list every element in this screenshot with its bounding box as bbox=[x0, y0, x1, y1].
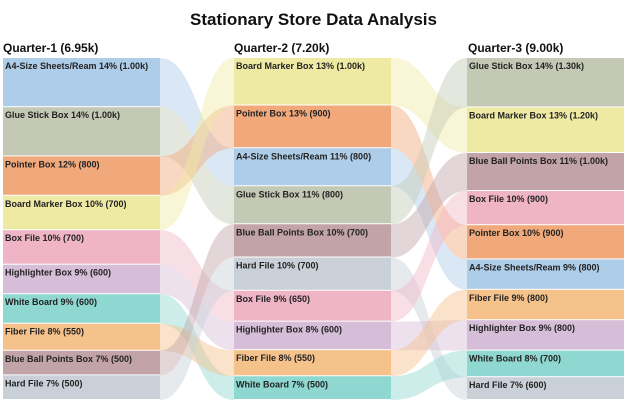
node-label-box-file-quarter-2: Box File 9% (650) bbox=[236, 294, 310, 304]
node-label-pointer-box-quarter-3: Pointer Box 10% (900) bbox=[469, 228, 564, 238]
node-label-highlighter-box-quarter-1: Highlighter Box 9% (600) bbox=[5, 268, 111, 278]
node-label-a4-size-sheets-ream-quarter-2: A4-Size Sheets/Ream 11% (800) bbox=[236, 151, 371, 161]
node-hard-file-quarter-3 bbox=[467, 377, 624, 399]
node-label-pointer-box-quarter-1: Pointer Box 12% (800) bbox=[5, 159, 100, 169]
stage-header-quarter-3: Quarter-3 (9.00k) bbox=[468, 41, 564, 55]
link-blue-ball-points-box-q1-to-q2 bbox=[160, 224, 234, 376]
link-pointer-box-q1-to-q2 bbox=[160, 105, 234, 196]
node-label-glue-stick-box-quarter-3: Glue Stick Box 14% (1.30k) bbox=[469, 61, 584, 71]
node-label-white-board-quarter-2: White Board 7% (500) bbox=[236, 379, 328, 389]
node-label-white-board-quarter-3: White Board 8% (700) bbox=[469, 354, 561, 364]
node-label-blue-ball-points-box-quarter-2: Blue Ball Points Box 10% (700) bbox=[236, 227, 368, 237]
node-label-a4-size-sheets-ream-quarter-3: A4-Size Sheets/Ream 9% (800) bbox=[469, 262, 600, 272]
chart-title: Stationary Store Data Analysis bbox=[190, 10, 437, 29]
node-blue-ball-points-box-quarter-3 bbox=[467, 153, 624, 190]
node-white-board-quarter-3 bbox=[467, 350, 624, 377]
node-glue-stick-box-quarter-1 bbox=[3, 107, 160, 156]
node-label-board-marker-box-quarter-3: Board Marker Box 13% (1.20k) bbox=[469, 110, 598, 120]
link-highlighter-box-q2-to-q3 bbox=[391, 320, 467, 351]
node-label-a4-size-sheets-ream-quarter-1: A4-Size Sheets/Ream 14% (1.00k) bbox=[5, 61, 148, 71]
link-board-marker-box-q1-to-q2 bbox=[160, 58, 234, 231]
link-a4-size-sheets-ream-q1-to-q2 bbox=[160, 58, 234, 187]
link-box-file-q2-to-q3 bbox=[391, 191, 467, 322]
node-box-file-quarter-2 bbox=[234, 290, 391, 321]
node-label-glue-stick-box-quarter-1: Glue Stick Box 14% (1.00k) bbox=[5, 110, 120, 120]
node-board-marker-box-quarter-3 bbox=[467, 107, 624, 152]
node-hard-file-quarter-1 bbox=[3, 375, 160, 399]
node-a4-size-sheets-ream-quarter-2 bbox=[234, 148, 391, 186]
node-label-highlighter-box-quarter-2: Highlighter Box 8% (600) bbox=[236, 325, 342, 335]
link-box-file-q1-to-q2 bbox=[160, 230, 234, 322]
link-board-marker-box-q2-to-q3 bbox=[391, 58, 467, 153]
stage-quarter-3-nodes: Glue Stick Box 14% (1.30k) Board Marker B… bbox=[467, 58, 624, 399]
stage-header-quarter-2: Quarter-2 (7.20k) bbox=[234, 41, 330, 55]
node-highlighter-box-quarter-3 bbox=[467, 320, 624, 350]
node-blue-ball-points-box-quarter-2 bbox=[234, 224, 391, 257]
node-white-board-quarter-1 bbox=[3, 294, 160, 323]
link-glue-stick-box-q2-to-q3 bbox=[391, 58, 467, 225]
stage-header-quarter-1: Quarter-1 (6.95k) bbox=[3, 41, 99, 55]
node-a4-size-sheets-ream-quarter-3 bbox=[467, 259, 624, 289]
node-blue-ball-points-box-quarter-1 bbox=[3, 350, 160, 375]
node-highlighter-box-quarter-1 bbox=[3, 264, 160, 294]
node-label-highlighter-box-quarter-3: Highlighter Box 9% (800) bbox=[469, 323, 575, 333]
node-fiber-file-quarter-2 bbox=[234, 350, 391, 376]
node-label-blue-ball-points-box-quarter-3: Blue Ball Points Box 11% (1.00k) bbox=[469, 156, 608, 166]
node-box-file-quarter-1 bbox=[3, 230, 160, 264]
stage-quarter-2-nodes: Board Marker Box 13% (1.00k) Pointer Box … bbox=[234, 58, 391, 399]
node-a4-size-sheets-ream-quarter-1 bbox=[3, 58, 160, 107]
node-label-box-file-quarter-1: Box File 10% (700) bbox=[5, 233, 84, 243]
node-highlighter-box-quarter-2 bbox=[234, 321, 391, 350]
link-hard-file-q1-to-q2 bbox=[160, 257, 234, 400]
link-pointer-box-q2-to-q3 bbox=[391, 105, 467, 260]
node-label-hard-file-quarter-3: Hard File 7% (600) bbox=[469, 380, 547, 390]
node-label-fiber-file-quarter-2: Fiber File 8% (550) bbox=[236, 353, 315, 363]
node-label-box-file-quarter-3: Box File 10% (900) bbox=[469, 194, 548, 204]
node-label-board-marker-box-quarter-1: Board Marker Box 10% (700) bbox=[5, 199, 127, 209]
node-label-hard-file-quarter-2: Hard File 10% (700) bbox=[236, 261, 319, 271]
node-label-board-marker-box-quarter-2: Board Marker Box 13% (1.00k) bbox=[236, 61, 365, 71]
node-label-fiber-file-quarter-1: Fiber File 8% (550) bbox=[5, 327, 84, 337]
link-blue-ball-points-box-q2-to-q3 bbox=[391, 153, 467, 258]
node-label-white-board-quarter-1: White Board 9% (600) bbox=[5, 297, 97, 307]
node-fiber-file-quarter-1 bbox=[3, 323, 160, 350]
node-pointer-box-quarter-1 bbox=[3, 156, 160, 195]
node-board-marker-box-quarter-2 bbox=[234, 58, 391, 105]
link-glue-stick-box-q1-to-q2 bbox=[160, 107, 234, 225]
node-label-fiber-file-quarter-3: Fiber File 9% (800) bbox=[469, 293, 548, 303]
node-pointer-box-quarter-2 bbox=[234, 105, 391, 148]
node-white-board-quarter-2 bbox=[234, 376, 391, 399]
node-board-marker-box-quarter-1 bbox=[3, 195, 160, 230]
link-a4-size-sheets-ream-q2-to-q3 bbox=[391, 148, 467, 290]
node-glue-stick-box-quarter-3 bbox=[467, 58, 624, 107]
link-white-board-q2-to-q3 bbox=[391, 350, 467, 400]
flow-links bbox=[160, 58, 467, 400]
node-box-file-quarter-3 bbox=[467, 191, 624, 225]
link-fiber-file-q2-to-q3 bbox=[391, 289, 467, 377]
stage-quarter-1-nodes: A4-Size Sheets/Ream 14% (1.00k) Glue Stic… bbox=[3, 58, 160, 399]
node-pointer-box-quarter-3 bbox=[467, 225, 624, 259]
link-highlighter-box-q1-to-q2 bbox=[160, 264, 234, 351]
node-label-glue-stick-box-quarter-2: Glue Stick Box 11% (800) bbox=[236, 189, 343, 199]
link-fiber-file-q1-to-q2 bbox=[160, 323, 234, 377]
node-label-pointer-box-quarter-2: Pointer Box 13% (900) bbox=[236, 109, 331, 119]
node-glue-stick-box-quarter-2 bbox=[234, 186, 391, 224]
node-label-hard-file-quarter-1: Hard File 7% (500) bbox=[5, 378, 83, 388]
link-white-board-q1-to-q2 bbox=[160, 294, 234, 400]
node-hard-file-quarter-2 bbox=[234, 257, 391, 290]
node-label-blue-ball-points-box-quarter-1: Blue Ball Points Box 7% (500) bbox=[5, 354, 132, 364]
link-hard-file-q2-to-q3 bbox=[391, 257, 467, 400]
node-fiber-file-quarter-3 bbox=[467, 289, 624, 320]
